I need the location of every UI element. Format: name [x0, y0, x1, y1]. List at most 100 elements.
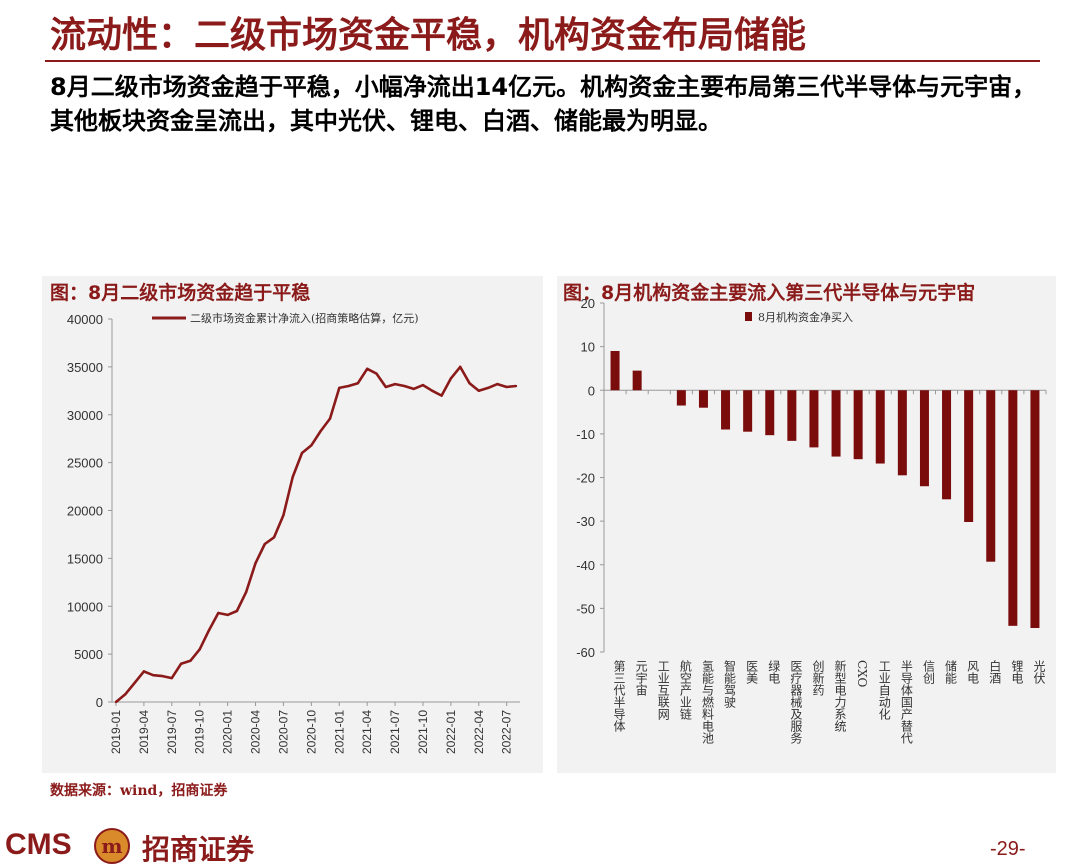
data-point: [393, 382, 397, 386]
data-point: [384, 385, 387, 389]
y-tick-label: 10000: [67, 599, 103, 614]
bar: [964, 390, 974, 522]
legend-label: 8月机构资金净买入: [758, 310, 853, 324]
category-label: 白酒: [988, 659, 1002, 684]
category-label: 半导体国产替代: [899, 660, 913, 745]
x-tick-label: 2019-10: [193, 710, 207, 754]
data-point: [412, 387, 415, 391]
y-tick-label: -30: [576, 514, 595, 529]
x-tick-label: 2020-10: [304, 710, 318, 754]
category-label: 绿电: [767, 659, 781, 684]
data-point: [226, 613, 229, 617]
x-tick-label: 2022-01: [444, 710, 458, 754]
y-tick-label: 20: [581, 296, 595, 311]
x-tick-label: 2021-07: [388, 710, 402, 754]
data-point: [133, 681, 136, 685]
bar: [676, 390, 686, 406]
x-tick-label: 2019-07: [165, 710, 179, 754]
data-point: [403, 384, 406, 388]
data-point: [272, 536, 276, 539]
page-title: 流动性：二级市场资金平稳，机构资金布局储能: [50, 14, 807, 56]
category-label: 第三代半导体: [612, 660, 626, 733]
x-tick-label: 2021-01: [332, 710, 346, 754]
logo-text: CMS: [5, 828, 72, 861]
data-point: [477, 389, 480, 393]
logo-emblem-icon: m: [94, 828, 130, 864]
data-point: [310, 444, 313, 447]
data-point: [282, 514, 285, 517]
y-tick-label: -60: [576, 645, 595, 660]
data-point: [319, 429, 322, 433]
svg-text:m: m: [101, 834, 122, 858]
data-point: [486, 386, 490, 390]
bar: [698, 390, 708, 408]
bar: [853, 390, 863, 460]
data-point: [198, 648, 201, 651]
intro-paragraph: 8月二级市场资金趋于平稳，小幅净流出14亿元。机构资金主要布局第三代半导体与元宇…: [50, 73, 1037, 135]
category-label: 工业互联网: [656, 660, 670, 720]
category-label: 锂电: [1010, 659, 1024, 684]
x-tick-label: 2021-10: [416, 710, 430, 754]
data-point: [217, 611, 220, 615]
data-point: [245, 590, 248, 594]
data-point: [421, 383, 425, 387]
y-tick-label: -50: [576, 601, 595, 616]
category-label: 风电: [966, 660, 980, 684]
y-tick-label: 5000: [74, 647, 103, 662]
y-tick-label: 15000: [67, 551, 103, 566]
bar: [610, 350, 620, 391]
data-point: [496, 382, 499, 386]
series-line: [115, 365, 517, 704]
x-tick-label: 2022-07: [500, 710, 514, 754]
y-tick-label: 40000: [67, 312, 103, 327]
x-tick-label: 2020-01: [221, 710, 235, 754]
data-source-note: 数据来源：wind，招商证券: [50, 783, 228, 799]
data-point: [328, 417, 332, 420]
category-label: 储能: [944, 659, 958, 684]
data-point: [449, 377, 453, 380]
bar: [721, 390, 731, 430]
y-tick-label: 20000: [67, 504, 103, 519]
bar: [765, 390, 775, 436]
x-tick-label: 2019-01: [109, 710, 123, 754]
data-point: [161, 674, 164, 678]
bar: [831, 390, 841, 457]
data-point: [431, 389, 434, 393]
data-point: [514, 384, 518, 388]
category-label: 航空产业链: [678, 659, 692, 720]
category-label: 创新药: [811, 660, 825, 696]
data-point: [440, 394, 443, 397]
bar: [632, 370, 642, 391]
bar: [875, 390, 885, 464]
y-tick-label: -40: [576, 558, 595, 573]
legend-label: 二级市场资金累计净流入(招商策略估算，亿元): [190, 311, 419, 325]
data-point: [114, 700, 118, 704]
data-point: [300, 451, 304, 455]
category-label: 新型电力系统: [833, 659, 847, 732]
y-tick-label: -10: [576, 427, 595, 442]
x-tick-label: 2022-04: [472, 710, 486, 754]
bar: [919, 390, 929, 487]
x-tick-label: 2020-04: [249, 710, 263, 754]
data-point: [291, 475, 294, 479]
data-point: [170, 676, 174, 680]
data-point: [189, 659, 192, 663]
data-point: [375, 372, 378, 375]
y-tick-label: 25000: [67, 456, 103, 471]
category-label: 医疗器械及服务: [789, 660, 803, 744]
data-point: [338, 386, 341, 390]
data-point: [142, 670, 146, 673]
data-point: [124, 693, 127, 696]
category-label: 光伏: [1032, 660, 1046, 684]
left-chart-caption: 图：8月二级市场资金趋于平稳: [50, 282, 311, 304]
category-label: 元宇宙: [634, 660, 648, 696]
y-tick-label: 35000: [67, 360, 103, 375]
data-point: [179, 662, 183, 665]
bar: [1030, 390, 1040, 629]
y-tick-label: 30000: [67, 408, 103, 423]
bar: [743, 390, 753, 432]
y-tick-label: -20: [576, 471, 595, 486]
right-chart-panel: [557, 276, 1056, 773]
data-point: [152, 673, 155, 677]
